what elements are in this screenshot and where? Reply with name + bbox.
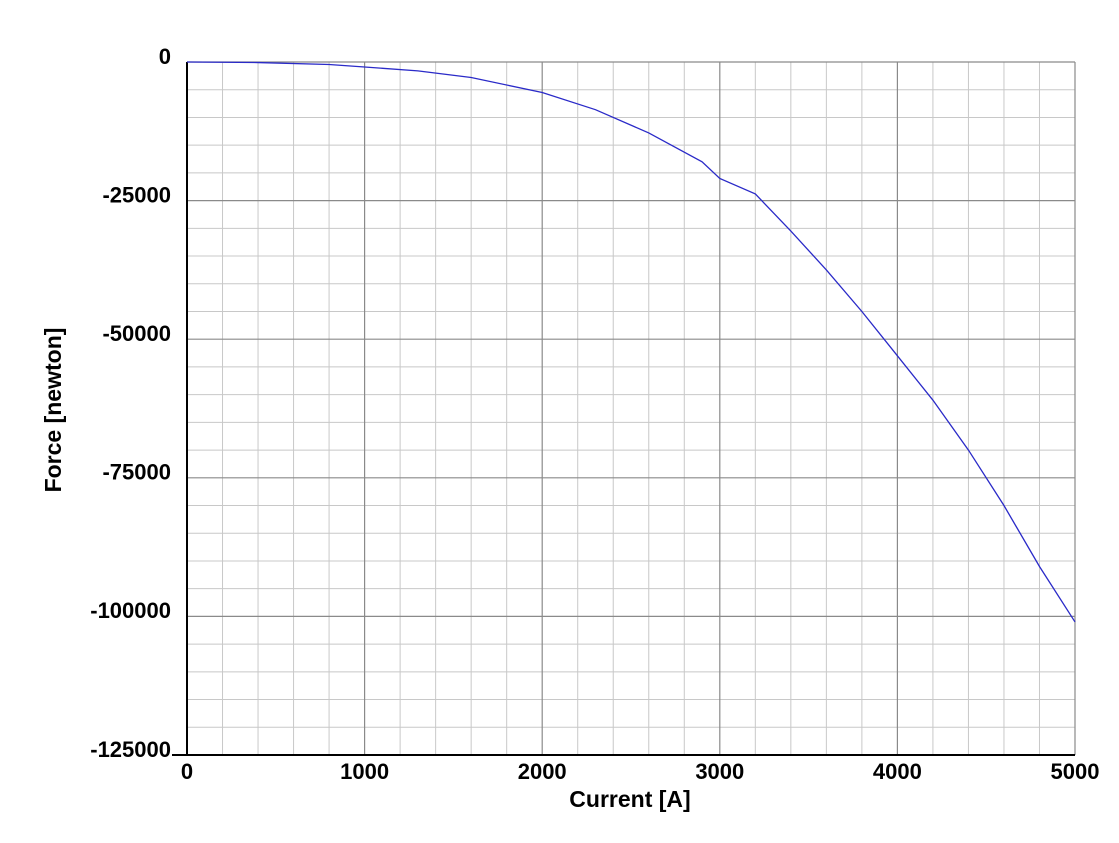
x-tick-label: 3000 bbox=[695, 759, 744, 784]
y-tick-label: -125000 bbox=[90, 737, 171, 762]
y-tick-label: -25000 bbox=[102, 182, 171, 207]
x-tick-label: 4000 bbox=[873, 759, 922, 784]
y-axis-title: Force [newton] bbox=[40, 328, 66, 493]
y-tick-label: -50000 bbox=[102, 321, 171, 346]
data-line bbox=[186, 61, 1076, 623]
y-tick-label: 0 bbox=[159, 44, 171, 69]
x-tick-label: 0 bbox=[181, 759, 193, 784]
x-tick-label: 5000 bbox=[1051, 759, 1100, 784]
x-tick-label: 1000 bbox=[340, 759, 389, 784]
x-axis-title: Current [A] bbox=[569, 786, 690, 812]
x-tick-label: 2000 bbox=[518, 759, 567, 784]
y-tick-label: -75000 bbox=[102, 460, 171, 485]
y-tick-label: -100000 bbox=[90, 598, 171, 623]
